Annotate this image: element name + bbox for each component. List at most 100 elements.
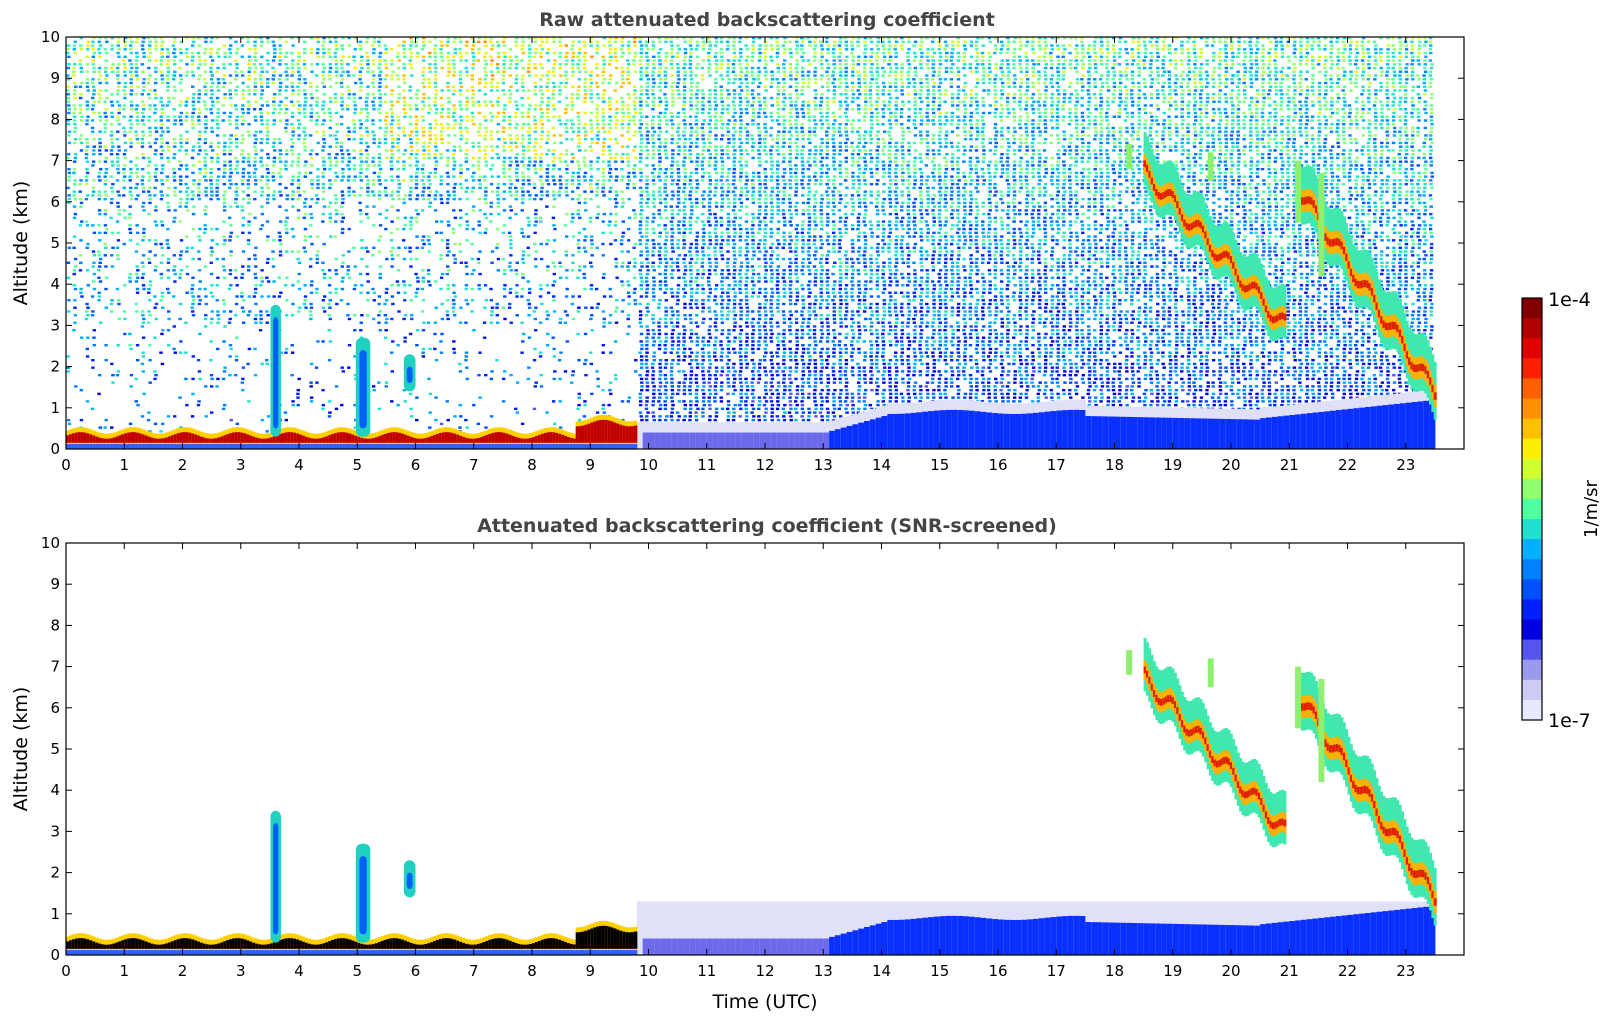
- noise-cell: [459, 93, 463, 96]
- noise-cell: [515, 171, 519, 175]
- noise-cell: [341, 194, 345, 197]
- noise-cell: [433, 81, 438, 85]
- noise-cell: [73, 89, 77, 92]
- noise-cell: [341, 108, 345, 111]
- noise-cell: [670, 239, 674, 242]
- noise-cell: [483, 284, 488, 287]
- noise-cell: [123, 44, 128, 47]
- noise-cell: [191, 284, 195, 287]
- noise-cell: [377, 164, 381, 167]
- noise-cell: [459, 55, 463, 58]
- noise-cell: [614, 179, 619, 182]
- noise-cell: [358, 40, 363, 44]
- noise-cell: [345, 149, 350, 152]
- noise-cell: [123, 40, 128, 44]
- noise-cell: [458, 370, 463, 373]
- noise-cell: [354, 377, 358, 381]
- noise-cell: [110, 104, 115, 107]
- noise-cell: [372, 74, 376, 77]
- noise-cell: [607, 179, 611, 182]
- noise-cell: [148, 89, 153, 92]
- noise-cell: [279, 152, 283, 156]
- noise-cell: [539, 175, 543, 178]
- noise-cell: [428, 134, 432, 137]
- noise-cell: [304, 160, 308, 163]
- noise-cell: [458, 209, 463, 212]
- noise-cell: [341, 370, 346, 373]
- noise-cell: [297, 182, 302, 186]
- noise-cell: [78, 59, 83, 62]
- noise-cell: [515, 138, 519, 141]
- noise-cell: [533, 197, 537, 201]
- noise-cell: [358, 175, 362, 178]
- noise-cell: [241, 190, 246, 193]
- noise-cell: [66, 261, 71, 264]
- noise-cell: [540, 186, 544, 190]
- noise-cell: [142, 78, 146, 81]
- noise-cell: [129, 373, 134, 377]
- noise-cell: [260, 55, 264, 58]
- noise-cell: [427, 104, 432, 107]
- noise-cell: [446, 197, 450, 201]
- noise-cell: [428, 205, 432, 208]
- noise-cell: [185, 291, 189, 294]
- noise-cell: [570, 373, 575, 377]
- noise-cell: [396, 216, 400, 220]
- noise-cell: [191, 355, 195, 358]
- noise-cell: [65, 89, 70, 92]
- noise-cell: [489, 63, 494, 66]
- raw-panel-title: Raw attenuated backscattering coefficien…: [539, 9, 995, 31]
- noise-cell: [651, 227, 655, 231]
- noise-cell: [377, 321, 381, 324]
- noise-cell: [315, 257, 319, 261]
- noise-cell: [246, 179, 251, 182]
- noise-cell: [172, 347, 176, 351]
- noise-cell: [619, 156, 624, 160]
- noise-cell: [223, 93, 227, 96]
- noise-cell: [310, 108, 314, 111]
- noise-cell: [452, 63, 456, 66]
- noise-cell: [159, 126, 163, 130]
- noise-cell: [528, 160, 532, 163]
- noise-cell: [646, 310, 650, 313]
- noise-cell: [551, 96, 555, 100]
- noise-cell: [115, 152, 120, 156]
- noise-cell: [664, 167, 668, 171]
- noise-cell: [490, 74, 495, 77]
- noise-cell: [72, 63, 77, 66]
- noise-cell: [185, 272, 190, 276]
- noise-cell: [153, 239, 158, 242]
- noise-cell: [596, 385, 600, 388]
- noise-cell: [595, 370, 599, 373]
- noise-cell: [185, 167, 189, 171]
- noise-cell: [620, 265, 624, 268]
- noise-cell: [146, 418, 151, 422]
- noise-cell: [184, 201, 189, 205]
- noise-cell: [67, 179, 71, 182]
- noise-cell: [664, 235, 669, 238]
- noise-cell: [638, 36, 643, 40]
- noise-cell: [159, 44, 164, 47]
- noise-cell: [651, 373, 655, 377]
- noise-cell: [284, 130, 288, 133]
- noise-cell: [160, 332, 164, 336]
- noise-cell: [140, 276, 145, 279]
- noise-cell: [420, 287, 425, 291]
- noise-cell: [216, 78, 221, 81]
- noise-cell: [552, 272, 557, 276]
- noise-cell: [191, 392, 195, 396]
- noise-cell: [347, 186, 351, 190]
- noise-cell: [565, 171, 569, 175]
- noise-cell: [559, 351, 563, 354]
- noise-cell: [140, 325, 145, 328]
- noise-cell: [601, 93, 606, 96]
- noise-cell: [234, 70, 238, 73]
- noise-cell: [228, 81, 233, 85]
- noise-cell: [309, 302, 313, 306]
- noise-cell: [415, 287, 420, 291]
- noise-cell: [179, 134, 183, 137]
- noise-cell: [191, 126, 195, 130]
- noise-cell: [141, 156, 146, 160]
- noise-cell: [507, 175, 512, 178]
- noise-cell: [134, 197, 139, 201]
